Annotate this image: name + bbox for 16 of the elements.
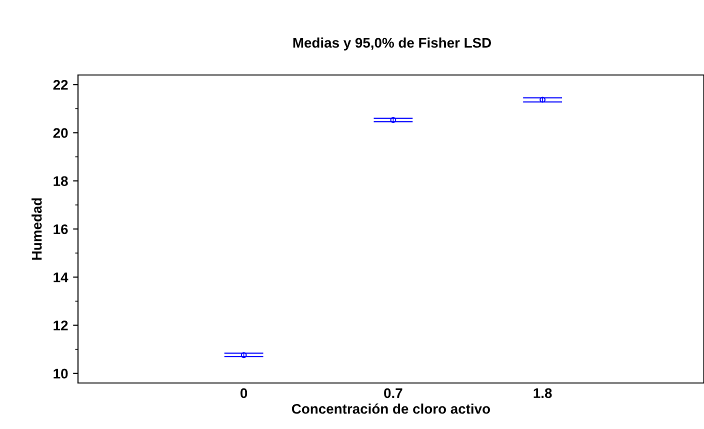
x-axis-title: Concentración de cloro activo: [292, 403, 490, 414]
y-tick-label: 18: [54, 176, 68, 186]
y-tick-label: 22: [53, 80, 68, 90]
y-tick-label: 10: [54, 368, 68, 379]
y-tick-label: 20: [53, 128, 68, 138]
x-tick-label: 0.7: [384, 388, 402, 398]
y-tick-label: 12: [54, 320, 68, 330]
point: [240, 352, 247, 358]
point: [540, 96, 546, 103]
point: [390, 117, 396, 123]
x-tick-label: 0: [240, 388, 248, 398]
y-tick-label: 14: [54, 272, 68, 282]
chart-title: Medias y 95,0% de Fisher LSD: [293, 38, 491, 50]
x-tick-label: 1.8: [534, 388, 552, 398]
y-axis-title: Humedad: [32, 198, 42, 260]
y-tick-label: 16: [54, 224, 68, 234]
